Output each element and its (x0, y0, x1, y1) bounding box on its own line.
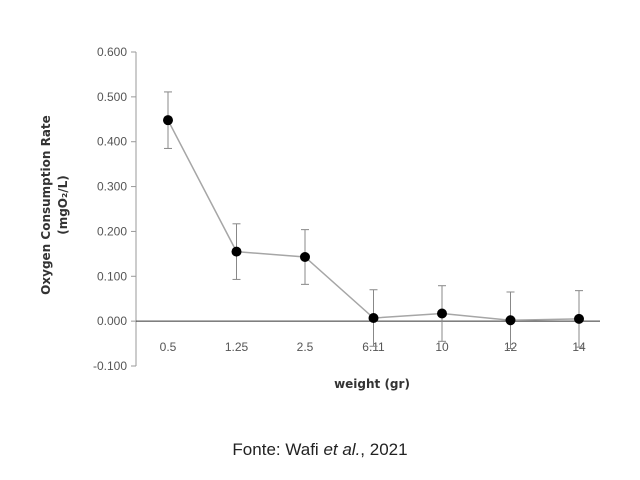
x-tick-label: 6.11 (362, 340, 385, 354)
x-tick-label: 1.25 (225, 340, 249, 354)
caption-italic: et al. (323, 440, 361, 459)
y-tick-label: 0.200 (97, 224, 127, 238)
data-point (574, 313, 584, 324)
caption-suffix: , 2021 (360, 440, 408, 459)
data-point (437, 308, 447, 319)
source-caption: Fonte: Wafi et al., 2021 (0, 440, 640, 460)
x-axis-label: weight (gr) (334, 377, 410, 391)
oxygen-consumption-chart: weight (gr) -0.100 0.000 0.100 0.200 0.300 0.… (39, 45, 600, 391)
y-tick-label: 0.100 (97, 269, 127, 283)
y-axis-title: Oxygen Consumption Rate (mgO₂/L) (39, 115, 70, 295)
x-tick-label: 10 (435, 340, 449, 354)
y-tick-label: 0.400 (97, 135, 127, 149)
data-point (300, 251, 310, 262)
y-tick-label: 0.000 (97, 314, 127, 328)
data-point (163, 115, 173, 126)
y-tick-label: -0.100 (93, 359, 127, 373)
data-point (231, 246, 242, 257)
y-axis-units: (mgO₂/L) (56, 175, 70, 235)
x-tick-label: 2.5 (297, 340, 314, 354)
y-tick-label: 0.300 (97, 180, 127, 194)
y-tick-label: 0.500 (97, 90, 127, 104)
y-axis-label: Oxygen Consumption Rate (39, 115, 53, 295)
data-point (368, 313, 379, 324)
x-tick-label: 0.5 (160, 340, 177, 354)
caption-prefix: Fonte: Wafi (232, 440, 324, 459)
y-tick-label: 0.600 (97, 45, 127, 59)
data-point (505, 315, 516, 326)
